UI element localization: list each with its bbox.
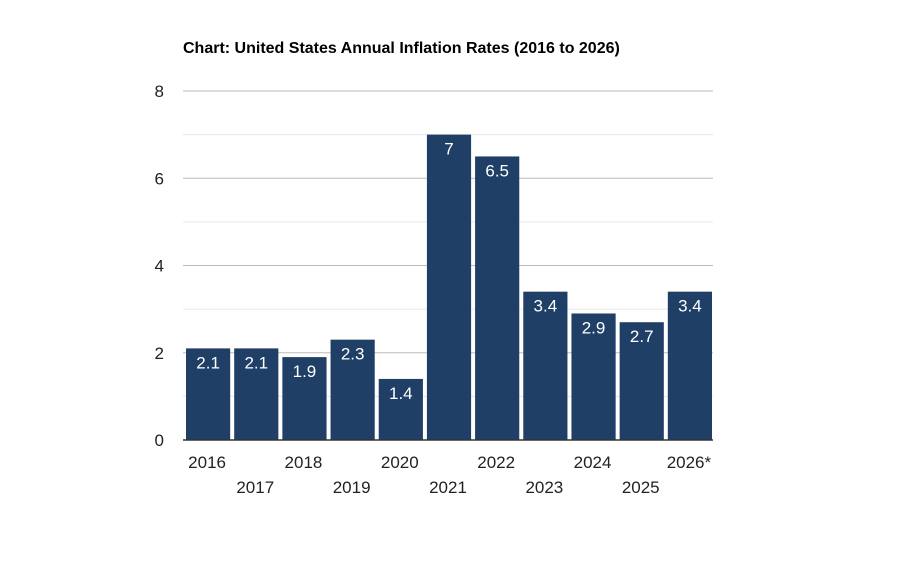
bars: 2.1 2.1 1.9 2.3 1.4 7 6.5 3.4 2.9 2.7 3.4 [186,134,712,440]
bar-2024 [571,313,616,440]
y-axis-ticks: 0 2 4 6 8 [155,82,164,450]
data-label-2026*: 3.4 [678,297,702,316]
y-tick-label: 8 [155,82,164,101]
data-label-2024: 2.9 [582,318,606,337]
y-tick-label: 4 [155,257,164,276]
y-tick-label: 0 [155,431,164,450]
data-label-2025: 2.7 [630,327,654,346]
y-tick-label: 6 [155,169,164,188]
x-tick-label: 2019 [333,478,371,497]
data-label-2019: 2.3 [341,345,365,364]
x-tick-label: 2026* [667,453,712,472]
bar-2016 [186,348,231,440]
data-label-2017: 2.1 [244,353,268,372]
x-tick-label: 2021 [429,478,467,497]
bar-2026* [667,291,712,440]
y-tick-label: 2 [155,344,164,363]
x-tick-label: 2023 [525,478,563,497]
x-tick-label: 2025 [622,478,660,497]
data-label-2018: 1.9 [293,362,317,381]
data-label-2023: 3.4 [534,297,558,316]
bar-2019 [330,339,375,440]
bar-2020 [378,378,423,440]
bar-2023 [523,291,568,440]
x-tick-label: 2020 [381,453,419,472]
x-tick-label: 2016 [188,453,226,472]
bar-2021 [426,134,472,440]
bar-2017 [234,348,279,440]
x-tick-label: 2022 [477,453,515,472]
bar-2022 [475,156,520,440]
data-label-2016: 2.1 [196,353,220,372]
x-axis-ticks: 2016 2017 2018 2019 2020 2021 2022 2023 2024 2025… [188,453,711,497]
x-tick-label: 2017 [236,478,274,497]
bar-2018 [282,357,327,440]
chart-title: Chart: United States Annual Inflation Ra… [183,40,620,57]
x-tick-label: 2024 [574,453,612,472]
data-label-2022: 6.5 [485,161,509,180]
data-label-2020: 1.4 [389,384,413,403]
data-label-2021: 7 [444,140,453,159]
bar-2025 [619,322,664,440]
x-tick-label: 2018 [285,453,323,472]
